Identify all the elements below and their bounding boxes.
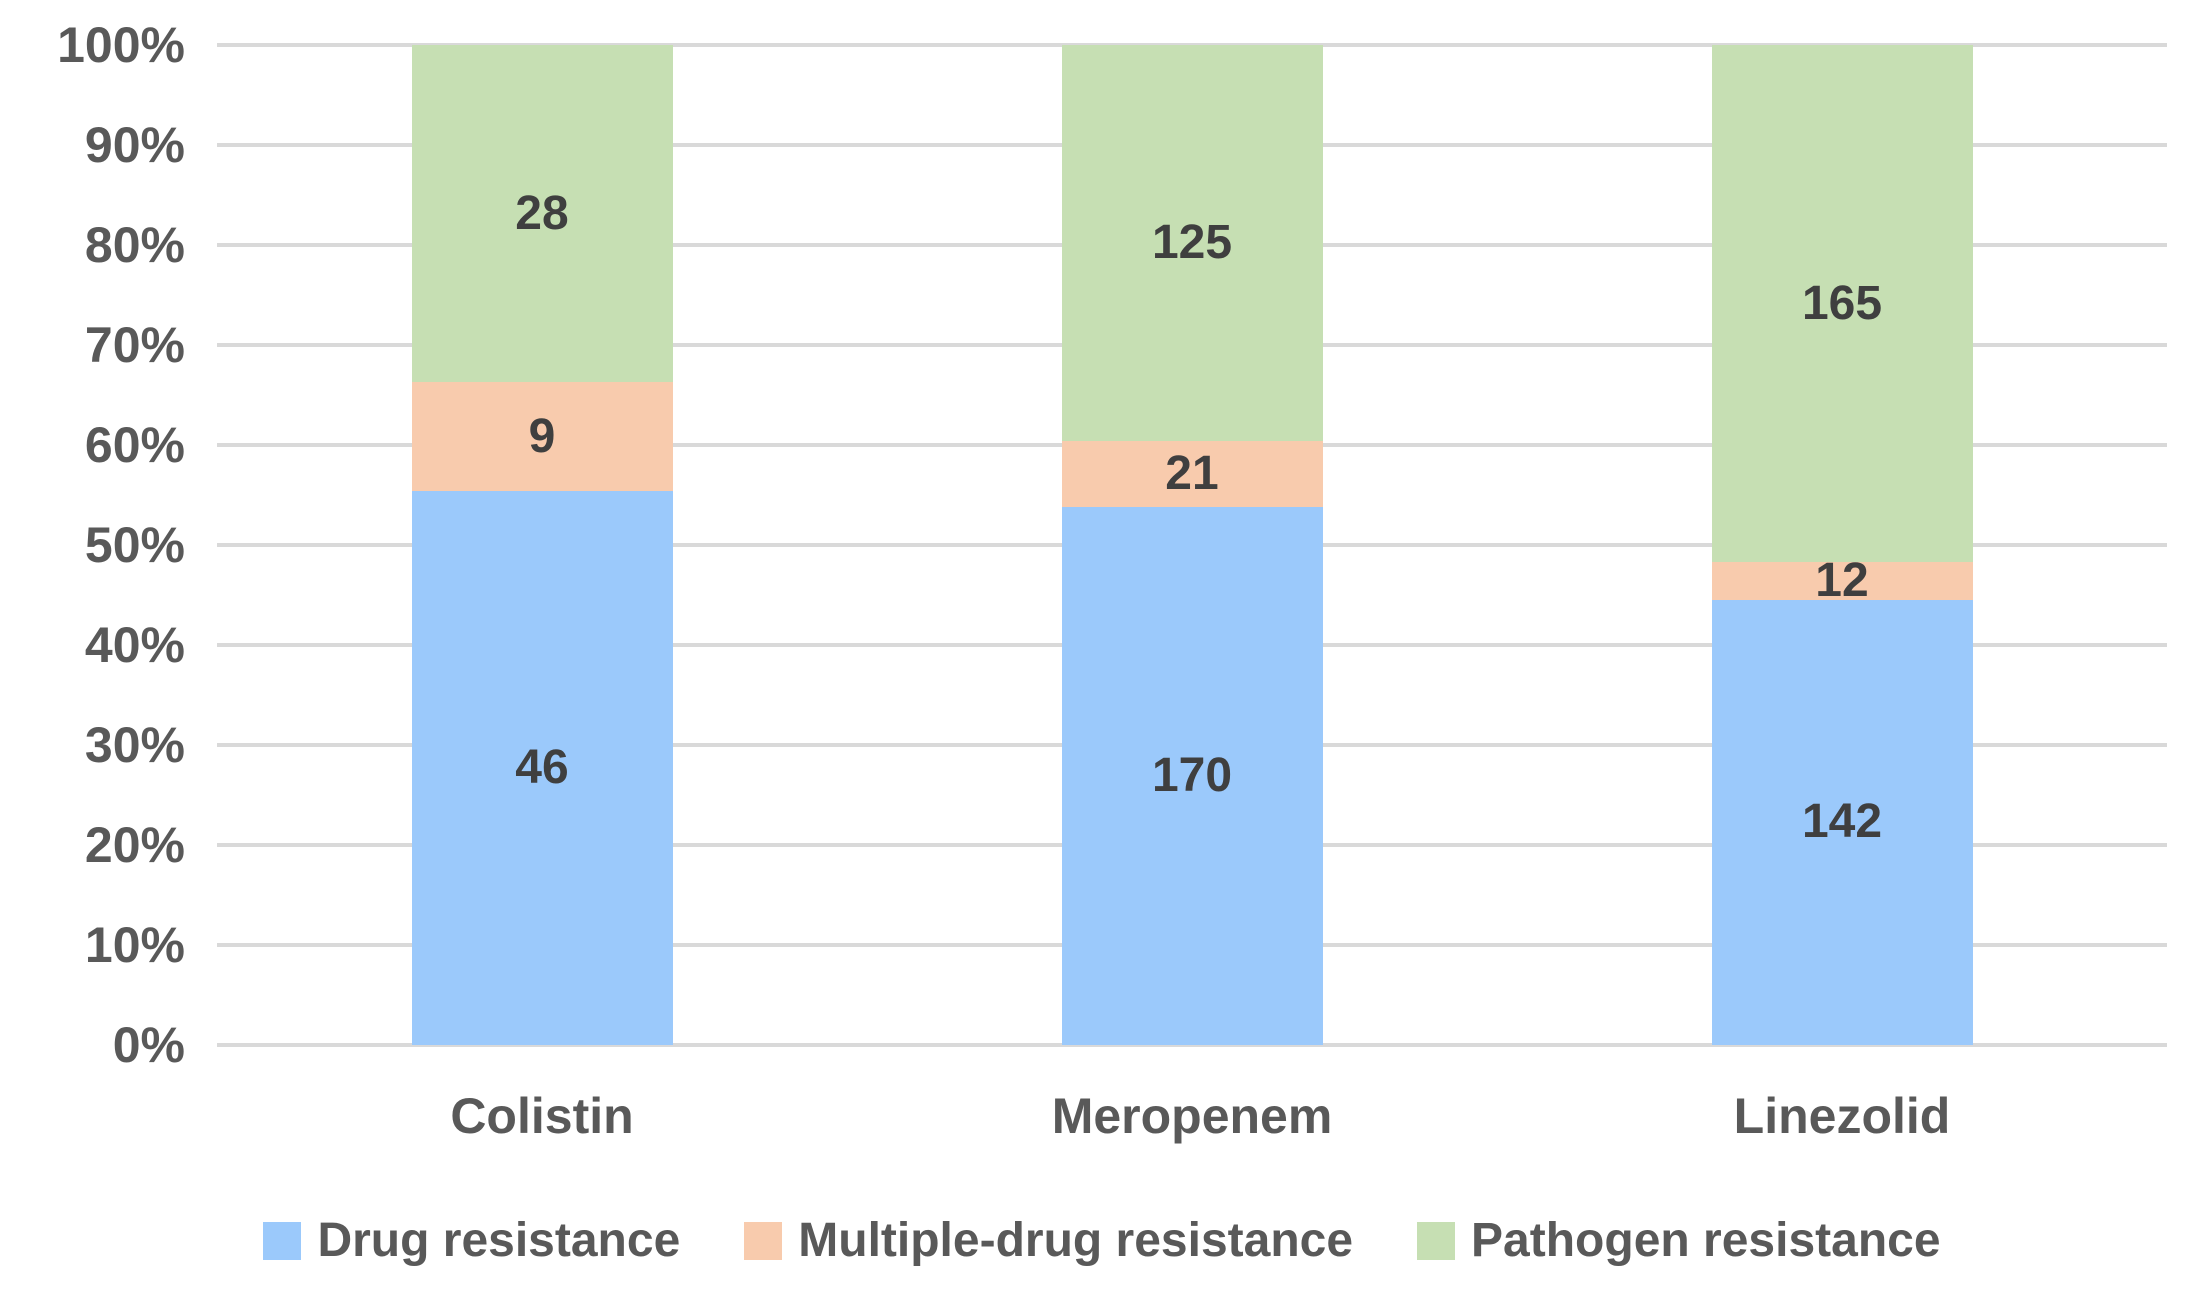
y-axis-tick-label: 0%	[112, 1017, 185, 1073]
y-axis-tick-label: 50%	[84, 517, 185, 573]
x-axis-label-meropenem: Meropenem	[1051, 1088, 1333, 1144]
bar-segment-pathogen-resistance: 165	[1711, 45, 1973, 563]
legend-swatch-icon	[1417, 1222, 1456, 1260]
gridline	[217, 1043, 2167, 1047]
data-label: 28	[515, 186, 569, 240]
y-axis-tick-label: 100%	[57, 17, 185, 73]
legend-label: Drug resistance	[317, 1214, 681, 1267]
data-label: 12	[1815, 554, 1869, 608]
gridline	[217, 43, 2167, 47]
y-axis-tick-label: 70%	[84, 317, 185, 373]
bar-segment-pathogen-resistance: 125	[1061, 45, 1323, 441]
data-label: 46	[515, 740, 569, 794]
data-label: 9	[528, 409, 556, 463]
bar-segment-drug-resistance: 170	[1061, 507, 1323, 1045]
y-axis-tick-label: 80%	[84, 217, 185, 273]
legend-item-multiple-drug-resistance: Multiple-drug resistance	[744, 1215, 1353, 1267]
legend-swatch-icon	[744, 1222, 783, 1260]
y-axis-tick-label: 20%	[84, 817, 185, 873]
bar-segment-drug-resistance: 46	[411, 490, 673, 1045]
bar-segment-multiple-drug-resistance: 9	[411, 382, 673, 491]
legend: Drug resistance Multiple-drug resistance P…	[0, 1196, 2204, 1286]
data-label: 170	[1151, 749, 1233, 803]
legend-item-pathogen-resistance: Pathogen resistance	[1417, 1215, 1941, 1267]
bar-colistin: 46 9 28	[411, 45, 673, 1045]
data-label: 165	[1801, 276, 1883, 330]
legend-item-drug-resistance: Drug resistance	[263, 1215, 680, 1267]
bar-linezolid: 142 12 165	[1711, 45, 1973, 1045]
x-axis-label-colistin: Colistin	[450, 1088, 634, 1144]
data-label: 21	[1165, 446, 1219, 500]
bar-segment-multiple-drug-resistance: 21	[1061, 440, 1323, 508]
data-label: 142	[1801, 795, 1883, 849]
bar-segment-multiple-drug-resistance: 12	[1711, 557, 1973, 605]
y-axis-tick-label: 90%	[84, 117, 185, 173]
legend-label: Pathogen resistance	[1471, 1214, 1941, 1267]
bar-segment-drug-resistance: 142	[1711, 599, 1973, 1045]
y-axis-tick-label: 60%	[84, 417, 185, 473]
x-axis-label-linezolid: Linezolid	[1733, 1088, 1951, 1144]
legend-label: Multiple-drug resistance	[798, 1214, 1354, 1267]
legend-swatch-icon	[263, 1222, 302, 1260]
bar-segment-pathogen-resistance: 28	[411, 45, 673, 383]
y-axis-tick-label: 30%	[84, 717, 185, 773]
bar-meropenem: 170 21 125	[1061, 45, 1323, 1045]
y-axis-tick-label: 10%	[84, 917, 185, 973]
y-axis-tick-label: 40%	[84, 617, 185, 673]
data-label: 125	[1151, 215, 1233, 269]
